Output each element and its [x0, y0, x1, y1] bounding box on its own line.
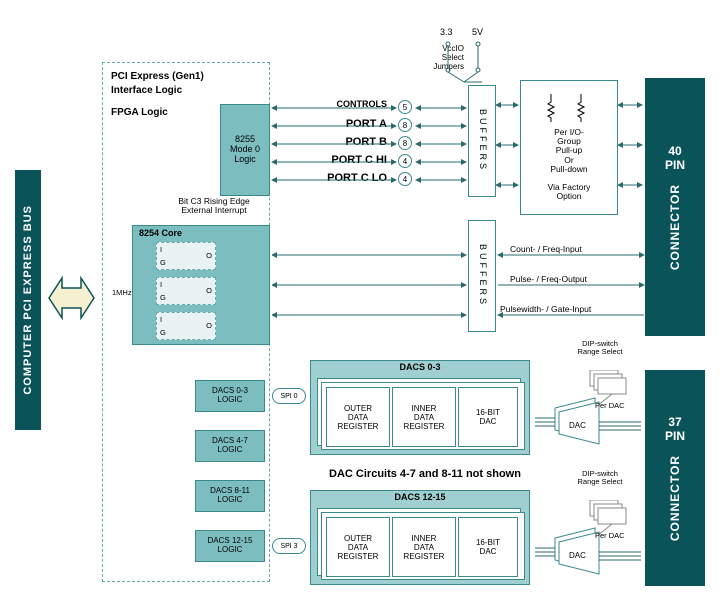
port-lines-icon: [270, 95, 470, 205]
dac-logic-2: DACS 8-11 LOGIC: [195, 480, 265, 512]
dacbot-dac: 16-BIT DAC: [458, 517, 518, 577]
c37-pin: 37 PIN: [665, 415, 685, 443]
fpga-title2: Interface Logic: [111, 85, 182, 96]
mhz-label: 1MHz: [112, 288, 132, 297]
upper-interconnect-icon: [496, 95, 646, 205]
spi-3-label: SPI 3: [280, 543, 297, 550]
buffers-1-label: BUFFERS: [477, 109, 487, 172]
mode8255-label: 8255 Mode 0 Logic: [230, 135, 260, 165]
c1-g: G: [160, 293, 166, 302]
core8254-label: 8254 Core: [139, 229, 182, 239]
dac-logic-3: DACS 12-15 LOGIC: [195, 530, 265, 562]
dacbot-dac-label: 16-BIT DAC: [476, 538, 500, 556]
fpga-title3: FPGA Logic: [111, 107, 168, 118]
c1-o: O: [206, 286, 212, 295]
v33-label: 3.3: [440, 28, 453, 38]
c40-word: CONNECTOR: [668, 184, 682, 270]
dacbot-inner-label: INNER DATA REGISTER: [404, 534, 445, 561]
dacbot-title: DACS 12-15: [311, 493, 529, 503]
dactop-inner-label: INNER DATA REGISTER: [404, 404, 445, 431]
dac-amp-top-icon: DAC: [535, 370, 645, 460]
dactop-dac-label: 16-BIT DAC: [476, 408, 500, 426]
spi-3: SPI 3: [272, 538, 306, 554]
buffers-1: BUFFERS: [468, 85, 496, 197]
counter-cell-0: I G O: [156, 242, 216, 270]
c1-i: I: [160, 280, 162, 289]
counter-cell-2: I G O: [156, 312, 216, 340]
pci-bus-label: COMPUTER PCI EXPRESS BUS: [22, 205, 34, 395]
dactop-dac: 16-BIT DAC: [458, 387, 518, 447]
mode8255-block: 8255 Mode 0 Logic: [220, 104, 270, 196]
timer-lines-icon: [272, 230, 647, 335]
dactop-inner: INNER DATA REGISTER: [392, 387, 456, 447]
c0-g: G: [160, 258, 166, 267]
dactop-outer-label: OUTER DATA REGISTER: [338, 404, 379, 431]
sig-pulse: Pulse- / Freq-Output: [510, 275, 587, 284]
counter-cell-1: I G O: [156, 277, 216, 305]
not-shown-label: DAC Circuits 4-7 and 8-11 not shown: [300, 468, 550, 480]
spi-0: SPI 0: [272, 388, 306, 404]
jumper-icon: [440, 38, 500, 86]
perdac-top: Per DAC: [595, 402, 625, 410]
c37-word: CONNECTOR: [668, 455, 682, 541]
dip-label-top: DIP-switch Range Select: [565, 340, 635, 357]
dacbot-inner: INNER DATA REGISTER: [392, 517, 456, 577]
dac-logic-2-label: DACS 8-11 LOGIC: [210, 487, 250, 505]
dactop-outer: OUTER DATA REGISTER: [326, 387, 390, 447]
pci-bus-bar: COMPUTER PCI EXPRESS BUS: [15, 170, 41, 430]
fpga-title1: PCI Express (Gen1): [111, 71, 204, 82]
dac-logic-1-label: DACS 4-7 LOGIC: [212, 437, 248, 455]
connector-40: 40 PIN CONNECTOR: [645, 78, 705, 336]
spi-0-label: SPI 0: [280, 393, 297, 400]
bus-arrow-icon: [44, 263, 99, 333]
dac-logic-0-label: DACS 0-3 LOGIC: [212, 387, 248, 405]
dacbot-outer-label: OUTER DATA REGISTER: [338, 534, 379, 561]
dacbot-outer: OUTER DATA REGISTER: [326, 517, 390, 577]
c2-i: I: [160, 315, 162, 324]
c0-o: O: [206, 251, 212, 260]
dac-logic-3-label: DACS 12-15 LOGIC: [208, 537, 253, 555]
dip-label-bot: DIP-switch Range Select: [565, 470, 635, 487]
svg-text:DAC: DAC: [569, 551, 586, 560]
dactop-title: DACS 0-3: [311, 363, 529, 373]
sig-count: Count- / Freq-Input: [510, 245, 582, 254]
connector-37: 37 PIN CONNECTOR: [645, 370, 705, 586]
perdac-bot: Per DAC: [595, 532, 625, 540]
interrupt-label: Bit C3 Rising Edge External Interrupt: [158, 197, 270, 216]
c2-o: O: [206, 321, 212, 330]
dac-amp-top-text: DAC: [569, 421, 586, 430]
c2-g: G: [160, 328, 166, 337]
c0-i: I: [160, 245, 162, 254]
dac-logic-1: DACS 4-7 LOGIC: [195, 430, 265, 462]
sig-width: Pulsewidth- / Gate-Input: [500, 305, 591, 314]
dac-amp-bot-icon: DAC: [535, 500, 645, 590]
v5-label: 5V: [472, 28, 483, 38]
c40-pin: 40 PIN: [665, 144, 685, 172]
dac-logic-0: DACS 0-3 LOGIC: [195, 380, 265, 412]
